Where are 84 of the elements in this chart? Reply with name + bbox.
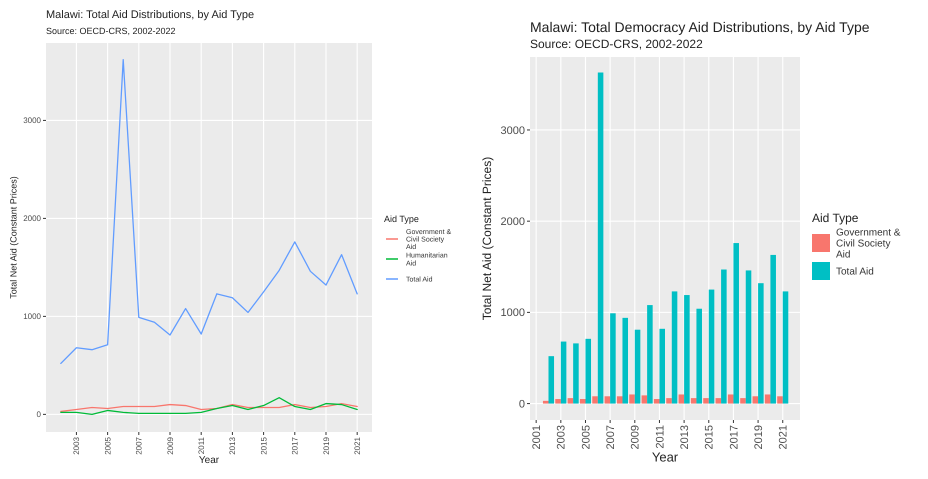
bar bbox=[746, 270, 752, 404]
x-tick-label: 2019 bbox=[752, 425, 765, 450]
y-axis-title: Total Net Aid (Constant Prices) bbox=[480, 156, 494, 320]
bar bbox=[764, 394, 770, 404]
bar bbox=[568, 398, 574, 404]
bar bbox=[548, 356, 554, 404]
y-tick-label: 0 bbox=[36, 410, 42, 420]
y-tick-label: 3000 bbox=[23, 116, 42, 126]
bar bbox=[592, 396, 598, 404]
legend-label: Total Aid bbox=[836, 266, 874, 278]
chart-title: Malawi: Total Aid Distributions, by Aid Type bbox=[46, 9, 254, 21]
chart-subtitle: Source: OECD-CRS, 2002-2022 bbox=[530, 37, 704, 51]
y-tick-label: 2000 bbox=[23, 214, 42, 224]
x-axis-title: Year bbox=[652, 449, 679, 464]
bar bbox=[610, 313, 616, 404]
y-axis-title: Total Net Aid (Constant Prices) bbox=[8, 176, 18, 299]
x-tick-label: 2005 bbox=[580, 425, 592, 450]
bar bbox=[616, 396, 622, 404]
bar bbox=[708, 290, 714, 404]
x-tick-label: 2011 bbox=[654, 425, 666, 449]
y-tick-label: 3000 bbox=[500, 124, 525, 137]
bar bbox=[629, 394, 635, 404]
x-tick-label: 2017 bbox=[728, 425, 740, 450]
bar bbox=[560, 342, 566, 404]
x-tick-label: 2001 bbox=[531, 425, 544, 450]
x-tick-label: 2021 bbox=[352, 436, 362, 455]
chart-title: Malawi: Total Democracy Aid Distributions, by Aid Type bbox=[530, 19, 870, 35]
bar bbox=[733, 243, 739, 404]
bar bbox=[782, 291, 788, 404]
x-tick-label: 2007 bbox=[604, 425, 617, 450]
bar bbox=[696, 308, 702, 404]
line-series bbox=[60, 59, 358, 364]
legend-title: Aid Type bbox=[812, 211, 859, 225]
bar bbox=[654, 399, 660, 404]
x-tick-label: 2017 bbox=[290, 436, 300, 455]
bar bbox=[716, 398, 722, 404]
bar bbox=[703, 398, 709, 404]
bar bbox=[634, 330, 640, 404]
x-tick-label: 2003 bbox=[72, 436, 82, 455]
x-tick-label: 2009 bbox=[630, 425, 642, 450]
bar bbox=[659, 328, 665, 404]
x-tick-label: 2015 bbox=[704, 425, 716, 450]
bar bbox=[585, 338, 592, 404]
bar bbox=[666, 398, 672, 404]
bar bbox=[728, 394, 734, 404]
x-tick-label: 2019 bbox=[322, 436, 331, 455]
bar bbox=[777, 396, 783, 404]
bar bbox=[604, 396, 610, 404]
y-tick-label: 1000 bbox=[500, 307, 525, 320]
y-tick-label: 0 bbox=[518, 398, 525, 410]
bar bbox=[555, 399, 561, 404]
x-tick-label: 2013 bbox=[228, 436, 238, 455]
y-tick-label: 2000 bbox=[500, 216, 525, 228]
y-tick-label: 1000 bbox=[23, 312, 42, 322]
line-series bbox=[60, 402, 358, 412]
x-tick-label: 2013 bbox=[678, 425, 691, 450]
bar bbox=[598, 72, 604, 404]
bar bbox=[542, 400, 548, 404]
x-tick-label: 2005 bbox=[103, 436, 112, 455]
x-tick-label: 2009 bbox=[166, 436, 175, 455]
legend-label: Government & Civil Society Aid bbox=[836, 228, 901, 260]
bar bbox=[740, 398, 746, 404]
x-axis-title: Year bbox=[198, 455, 220, 466]
bar bbox=[622, 318, 628, 404]
bar bbox=[580, 399, 586, 404]
bar bbox=[573, 343, 579, 404]
bar bbox=[642, 395, 648, 404]
bar bbox=[770, 254, 776, 404]
x-tick-label: 2011 bbox=[197, 436, 206, 454]
bar bbox=[690, 398, 696, 404]
bar bbox=[678, 394, 684, 404]
bar bbox=[758, 283, 764, 404]
chart-subtitle: Source: OECD-CRS, 2002-2022 bbox=[46, 26, 176, 36]
x-tick-label: 2015 bbox=[259, 436, 268, 455]
bar bbox=[752, 396, 758, 404]
x-tick-label: 2021 bbox=[778, 425, 790, 450]
x-tick-label: 2007 bbox=[134, 436, 144, 455]
bar bbox=[647, 305, 653, 404]
line-series bbox=[60, 397, 358, 416]
bar bbox=[672, 291, 678, 404]
x-tick-label: 2003 bbox=[556, 425, 568, 450]
legend-title: Aid Type bbox=[384, 214, 419, 224]
bar bbox=[684, 295, 690, 404]
bar bbox=[721, 270, 727, 404]
